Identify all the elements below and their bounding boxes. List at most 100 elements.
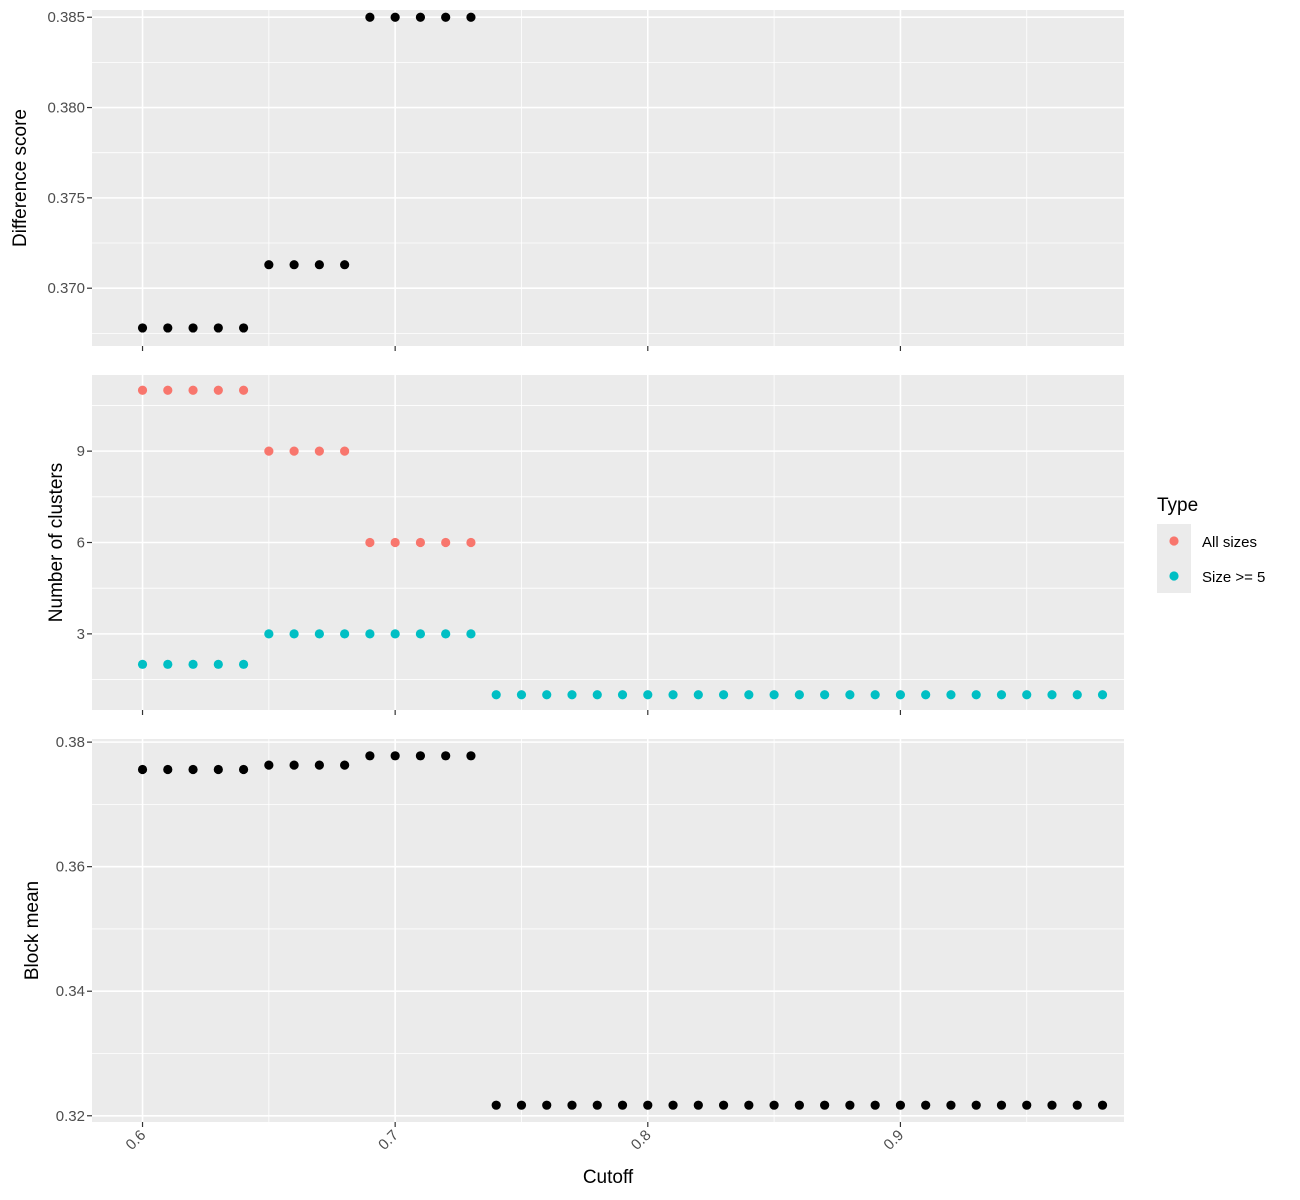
data-point [718, 690, 729, 700]
data-point [137, 385, 148, 395]
data-point [466, 751, 476, 761]
y-tick-label: 0.380 [47, 100, 85, 117]
data-point [264, 446, 274, 456]
y-tick-label: 9 [77, 443, 85, 460]
data-point [365, 12, 375, 22]
data-point [289, 260, 299, 270]
data-point [264, 260, 274, 270]
y-axis-title: Block mean [22, 881, 43, 980]
data-point [921, 1100, 931, 1110]
panel-2: 3 6 9 Number of clusters [46, 375, 1124, 715]
data-point [794, 1100, 804, 1110]
x-axis-title: Cutoff [583, 1167, 634, 1188]
data-point [870, 690, 880, 700]
legend-key-background [1157, 524, 1191, 593]
data-point [693, 690, 703, 700]
legend: Type All sizes Size >= 5 [1157, 495, 1265, 593]
data-point [491, 1100, 501, 1110]
data-point [895, 690, 906, 700]
data-point [289, 760, 299, 770]
data-point [643, 690, 653, 700]
data-point [238, 764, 249, 775]
data-point [314, 629, 324, 639]
y-tick-label: 0.34 [56, 983, 85, 1000]
data-point [314, 260, 324, 270]
data-point [1022, 1100, 1032, 1110]
data-point [415, 537, 426, 548]
data-point [1072, 1100, 1082, 1110]
data-point [390, 12, 400, 22]
data-point [415, 751, 426, 761]
data-point [744, 690, 754, 700]
data-point [592, 690, 602, 700]
y-tick-label: 0.385 [47, 9, 85, 26]
data-point [188, 385, 198, 395]
data-point [340, 629, 350, 639]
data-point [441, 12, 451, 22]
data-point [491, 690, 501, 700]
data-point [213, 385, 223, 395]
data-point [137, 764, 148, 775]
legend-title: Type [1157, 495, 1198, 516]
data-point [213, 323, 223, 333]
data-point [264, 760, 274, 770]
data-point [971, 1100, 981, 1110]
panel-background [92, 10, 1124, 346]
data-point [1097, 1100, 1108, 1110]
y-tick-label: 0.370 [47, 280, 85, 297]
data-point [567, 690, 577, 700]
data-point [820, 1100, 830, 1110]
data-point [163, 385, 173, 395]
data-point [441, 751, 451, 761]
legend-label: Size >= 5 [1202, 569, 1265, 586]
y-tick-label: 0.38 [56, 734, 85, 751]
x-tick-label: 0.9 [880, 1127, 907, 1154]
data-point [895, 1100, 906, 1110]
data-point [820, 690, 830, 700]
data-point [365, 537, 375, 548]
data-point [441, 629, 451, 639]
data-point [845, 690, 855, 700]
data-point [794, 690, 804, 700]
data-point [744, 1100, 754, 1110]
data-point [340, 260, 350, 270]
data-point [188, 659, 198, 669]
y-tick-label: 3 [77, 626, 85, 643]
data-point [1047, 690, 1057, 700]
data-point [238, 323, 249, 333]
data-point [314, 760, 324, 770]
data-point [264, 629, 274, 639]
data-point [996, 1100, 1007, 1110]
panels: 0.370 0.375 0.380 0.385 Difference score 3 6 9N… [10, 9, 1124, 1127]
data-point [213, 764, 223, 775]
data-point [163, 659, 173, 669]
data-point [289, 629, 299, 639]
y-axis-title: Number of clusters [46, 463, 67, 622]
legend-items: All sizes Size >= 5 [1169, 534, 1265, 586]
data-point [668, 690, 678, 700]
data-point [643, 1100, 653, 1110]
data-point [466, 629, 476, 639]
data-point [542, 1100, 552, 1110]
legend-key [1169, 571, 1179, 581]
y-tick-label: 0.32 [56, 1108, 85, 1125]
data-point [163, 764, 173, 775]
data-point [516, 690, 527, 700]
data-point [946, 1100, 956, 1110]
data-point [921, 690, 931, 700]
data-point [592, 1100, 602, 1110]
y-tick-label: 6 [77, 535, 85, 552]
data-point [516, 1100, 527, 1110]
data-point [340, 446, 350, 456]
x-tick-label: 0.7 [375, 1127, 402, 1154]
x-tick-label: 0.6 [123, 1127, 150, 1154]
panel-3: 0.32 0.34 0.36 0.38 Block mean [22, 734, 1124, 1127]
data-point [365, 751, 375, 761]
panel-1: 0.370 0.375 0.380 0.385 Difference score [10, 9, 1124, 351]
data-point [567, 1100, 577, 1110]
data-point [1097, 690, 1108, 700]
data-point [870, 1100, 880, 1110]
data-point [1022, 690, 1032, 700]
data-point [137, 659, 148, 669]
data-point [188, 764, 198, 775]
